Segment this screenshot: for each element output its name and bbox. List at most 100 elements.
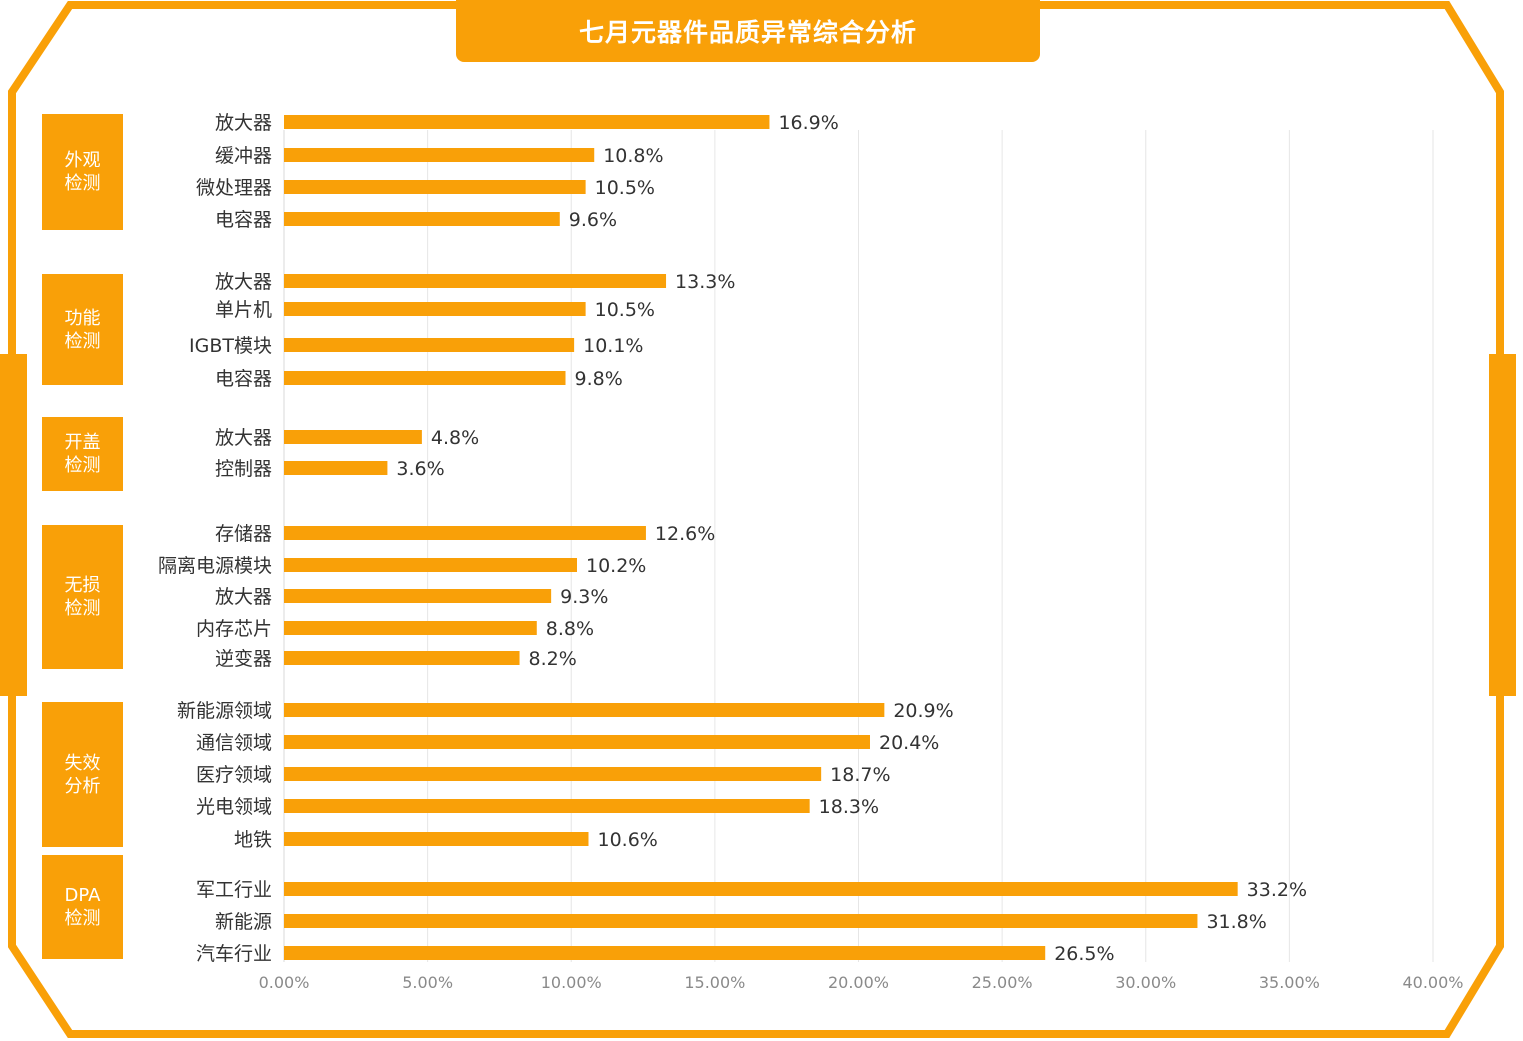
group-label-text: DPA <box>64 885 101 906</box>
group-label-text: 功能 <box>64 307 101 329</box>
data-label: 10.5% <box>595 299 655 321</box>
category-label: 医疗领域 <box>196 764 272 786</box>
bar <box>284 371 566 385</box>
data-label: 9.3% <box>560 586 608 608</box>
bar <box>284 703 885 717</box>
x-tick-label: 40.00% <box>1402 973 1463 992</box>
x-tick-label: 20.00% <box>828 973 889 992</box>
data-label: 8.2% <box>529 648 577 670</box>
bar <box>284 180 586 194</box>
data-label: 4.8% <box>431 427 479 449</box>
group-label-text: 检测 <box>64 908 101 929</box>
x-tick-label: 30.00% <box>1115 973 1176 992</box>
category-label: 单片机 <box>215 299 272 321</box>
data-label: 26.5% <box>1054 943 1114 965</box>
bar <box>284 832 589 846</box>
group-label-box: 功能 检测 <box>42 274 123 385</box>
x-tick-label: 35.00% <box>1259 973 1320 992</box>
category-label: 逆变器 <box>215 648 272 670</box>
data-label: 12.6% <box>655 523 715 545</box>
left-side-tab <box>0 354 27 696</box>
bar <box>284 430 422 444</box>
x-tick-label: 0.00% <box>259 973 310 992</box>
group-label-box: 开盖 检测 <box>42 417 123 491</box>
bar <box>284 526 646 540</box>
category-label: 新能源领域 <box>177 700 272 722</box>
data-label: 10.1% <box>583 335 643 357</box>
title-banner: 七月元器件品质异常综合分析 <box>456 0 1040 62</box>
bar <box>284 461 388 475</box>
data-label: 10.8% <box>603 145 663 167</box>
group-label-text: 检测 <box>64 598 101 619</box>
bar <box>284 651 520 665</box>
data-label: 31.8% <box>1206 911 1266 933</box>
data-label: 10.2% <box>586 555 646 577</box>
category-label: IGBT模块 <box>189 335 272 357</box>
group-label-text: 检测 <box>64 330 101 352</box>
category-label: 光电领域 <box>196 796 272 818</box>
bar <box>284 767 822 781</box>
group-label-text: 失效 <box>64 752 101 774</box>
bar <box>284 338 575 352</box>
category-label: 放大器 <box>215 427 272 449</box>
bar <box>284 589 552 603</box>
group-label-text: 检测 <box>64 455 101 476</box>
bar <box>284 212 560 226</box>
data-label: 20.9% <box>893 700 953 722</box>
x-tick-label: 5.00% <box>402 973 453 992</box>
bar <box>284 558 577 572</box>
category-label: 缓冲器 <box>215 145 272 167</box>
category-label: 放大器 <box>215 586 272 608</box>
bar <box>284 799 810 813</box>
category-label: 隔离电源模块 <box>158 555 272 577</box>
category-label: 汽车行业 <box>196 943 272 965</box>
category-label: 军工行业 <box>196 879 272 901</box>
category-label: 微处理器 <box>196 177 272 199</box>
bar <box>284 621 537 635</box>
group-label-box: 失效 分析 <box>42 702 123 847</box>
category-label: 放大器 <box>215 271 272 293</box>
data-label: 10.5% <box>595 177 655 199</box>
chart-title: 七月元器件品质异常综合分析 <box>578 18 917 47</box>
x-tick-label: 25.00% <box>972 973 1033 992</box>
group-label-box: 外观 检测 <box>42 114 123 230</box>
bar <box>284 946 1046 960</box>
x-tick-label: 15.00% <box>684 973 745 992</box>
group-label-text: 无损 <box>64 575 101 596</box>
data-label: 9.6% <box>569 209 617 231</box>
category-label: 新能源 <box>215 911 272 933</box>
category-label: 电容器 <box>215 209 272 231</box>
bar <box>284 735 870 749</box>
category-label: 通信领域 <box>196 732 272 754</box>
data-label: 10.6% <box>597 829 657 851</box>
category-label: 控制器 <box>215 458 272 480</box>
category-label: 内存芯片 <box>196 618 272 640</box>
bar <box>284 274 667 288</box>
group-label-box: 无损 检测 <box>42 525 123 669</box>
group-label-text: 开盖 <box>64 432 101 453</box>
right-side-tab <box>1489 354 1516 696</box>
bar <box>284 115 770 129</box>
group-label-text: 外观 <box>64 150 101 171</box>
group-label-text: 检测 <box>64 173 101 194</box>
data-label: 33.2% <box>1247 879 1307 901</box>
data-label: 8.8% <box>546 618 594 640</box>
category-label: 存储器 <box>215 523 272 545</box>
category-label: 地铁 <box>234 829 272 851</box>
data-label: 18.3% <box>819 796 879 818</box>
group-label-text: 分析 <box>64 775 101 797</box>
data-label: 16.9% <box>778 112 838 134</box>
data-label: 9.8% <box>575 368 623 390</box>
bar <box>284 148 595 162</box>
data-label: 20.4% <box>879 732 939 754</box>
x-tick-label: 10.00% <box>541 973 602 992</box>
bar <box>284 302 586 316</box>
data-label: 13.3% <box>675 271 735 293</box>
bar <box>284 882 1238 896</box>
category-label: 放大器 <box>215 112 272 134</box>
data-label: 3.6% <box>396 458 444 480</box>
data-label: 18.7% <box>830 764 890 786</box>
category-label: 电容器 <box>215 368 272 390</box>
group-label-box: DPA 检测 <box>42 855 123 959</box>
